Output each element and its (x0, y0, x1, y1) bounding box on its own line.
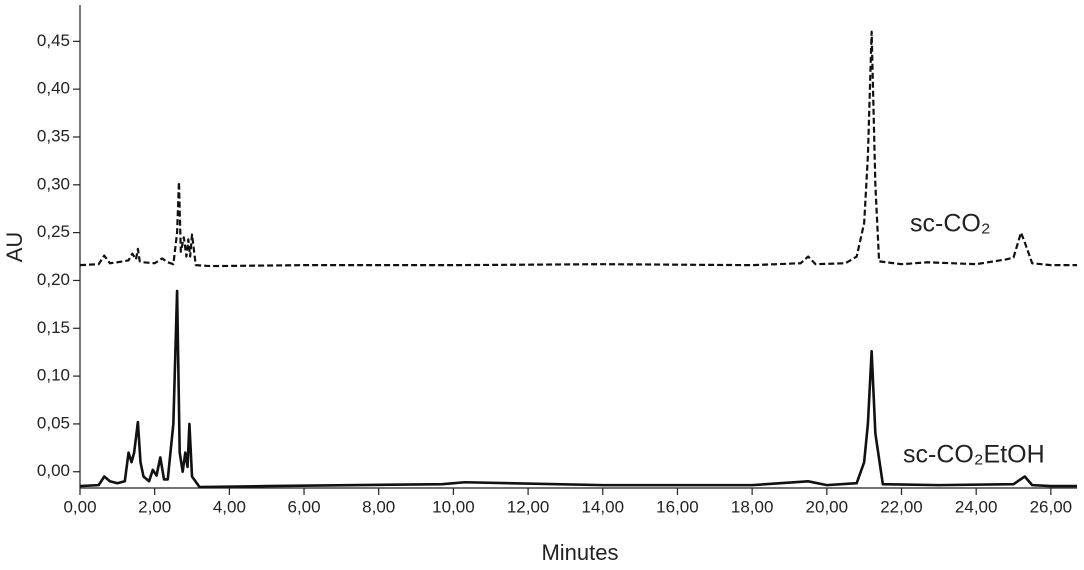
y-tick-label: 0,15 (37, 318, 70, 337)
x-tick-label: 4,00 (213, 497, 246, 516)
y-tick-label: 0,45 (37, 31, 70, 50)
series-label: sc-CO₂ (910, 210, 991, 238)
x-tick-label: 26,00 (1030, 497, 1073, 516)
y-tick-label: 0,20 (37, 270, 70, 289)
series-line (79, 289, 1077, 489)
x-axis-label: Minutes (541, 540, 618, 565)
x-tick-label: 24,00 (955, 497, 998, 516)
x-tick-label: 18,00 (731, 497, 774, 516)
y-tick-label: 0,40 (37, 79, 70, 98)
series-label: sc-CO₂EtOH (903, 441, 1045, 469)
x-tick-label: 10,00 (432, 497, 475, 516)
y-tick-label: 0,25 (37, 222, 70, 241)
y-axis-label: AU (2, 232, 27, 263)
x-tick-label: 16,00 (656, 497, 699, 516)
y-tick-label: 0,30 (37, 174, 70, 193)
x-tick-label: 2,00 (138, 497, 171, 516)
series-line (79, 30, 1077, 268)
x-tick-label: 22,00 (880, 497, 923, 516)
x-tick-label: 12,00 (507, 497, 550, 516)
x-tick-label: 14,00 (581, 497, 624, 516)
x-tick-label: 20,00 (806, 497, 849, 516)
y-tick-label: 0,05 (37, 413, 70, 432)
y-tick-label: 0,35 (37, 126, 70, 145)
y-tick-label: 0,10 (37, 366, 70, 385)
x-tick-label: 6,00 (287, 497, 320, 516)
y-tick-label: 0,00 (37, 461, 70, 480)
x-tick-label: 8,00 (362, 497, 395, 516)
x-tick-label: 0,00 (63, 497, 96, 516)
